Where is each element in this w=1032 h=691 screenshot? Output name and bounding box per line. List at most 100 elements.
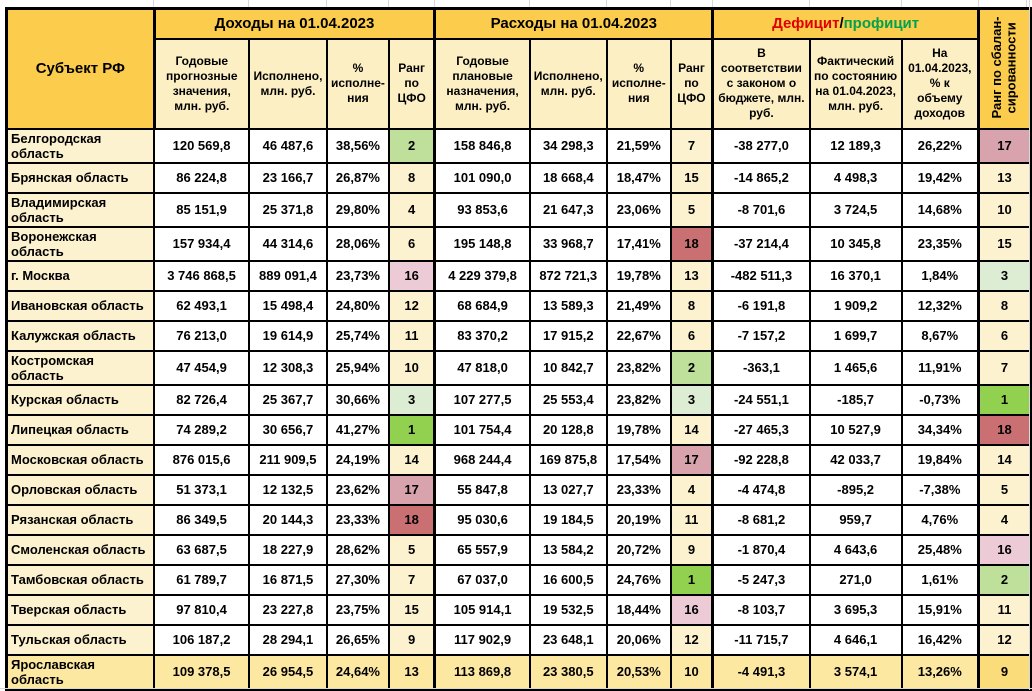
balance-rank-cell[interactable]: 4	[977, 503, 1032, 536]
deficit-by-law-cell[interactable]: -8 701,6	[711, 191, 811, 228]
deficit-actual-cell[interactable]: 4 646,1	[808, 623, 903, 656]
deficit-percent-of-income-cell[interactable]: 34,34%	[900, 413, 980, 446]
expense-annual-plan-cell[interactable]: 93 853,6	[433, 191, 531, 228]
deficit-percent-of-income-cell[interactable]: -7,38%	[900, 473, 980, 506]
income-executed-cell[interactable]: 26 954,5	[247, 653, 328, 690]
balance-rank-cell[interactable]: 5	[977, 473, 1032, 506]
expense-annual-plan-cell[interactable]: 107 277,5	[433, 383, 531, 416]
expense-rank-cell[interactable]: 18	[669, 225, 714, 262]
expense-annual-plan-cell[interactable]: 101 754,4	[433, 413, 531, 446]
expense-executed-cell[interactable]: 169 875,8	[528, 443, 608, 476]
deficit-by-law-cell[interactable]: -38 277,0	[711, 127, 811, 164]
income-rank-cell[interactable]: 10	[387, 349, 436, 386]
expense-rank-cell[interactable]: 1	[669, 563, 714, 596]
income-percent-cell[interactable]: 23,33%	[325, 503, 390, 536]
deficit-percent-of-income-cell[interactable]: 19,84%	[900, 443, 980, 476]
expense-executed-cell[interactable]: 13 589,3	[528, 289, 608, 322]
income-rank-cell[interactable]: 4	[387, 191, 436, 228]
expense-percent-cell[interactable]: 20,06%	[605, 623, 672, 656]
income-rank-cell[interactable]: 14	[387, 443, 436, 476]
region-name-cell[interactable]: Тульская область	[5, 623, 156, 656]
deficit-percent-of-income-cell[interactable]: 1,84%	[900, 259, 980, 292]
deficit-by-law-cell[interactable]: -7 157,2	[711, 319, 811, 352]
deficit-percent-of-income-cell[interactable]: 25,48%	[900, 533, 980, 566]
income-rank-cell[interactable]: 15	[387, 593, 436, 626]
income-executed-cell[interactable]: 44 314,6	[247, 225, 328, 262]
income-annual-forecast-cell[interactable]: 82 726,4	[153, 383, 250, 416]
expense-percent-cell[interactable]: 22,67%	[605, 319, 672, 352]
region-name-cell[interactable]: Липецкая область	[5, 413, 156, 446]
deficit-percent-of-income-cell[interactable]: 19,42%	[900, 161, 980, 194]
income-percent-cell[interactable]: 38,56%	[325, 127, 390, 164]
expense-rank-cell[interactable]: 5	[669, 191, 714, 228]
expense-executed-cell[interactable]: 34 298,3	[528, 127, 608, 164]
expense-executed-cell[interactable]: 19 184,5	[528, 503, 608, 536]
expense-rank-cell[interactable]: 11	[669, 503, 714, 536]
expense-rank-cell[interactable]: 10	[669, 653, 714, 690]
income-rank-cell[interactable]: 17	[387, 473, 436, 506]
income-rank-cell[interactable]: 7	[387, 563, 436, 596]
expense-rank-cell[interactable]: 9	[669, 533, 714, 566]
income-percent-cell[interactable]: 25,74%	[325, 319, 390, 352]
expense-annual-plan-cell[interactable]: 158 846,8	[433, 127, 531, 164]
income-executed-cell[interactable]: 12 308,3	[247, 349, 328, 386]
deficit-by-law-cell[interactable]: -4 491,3	[711, 653, 811, 690]
deficit-percent-of-income-cell[interactable]: 13,26%	[900, 653, 980, 690]
income-percent-cell[interactable]: 28,06%	[325, 225, 390, 262]
deficit-actual-cell[interactable]: 4 643,6	[808, 533, 903, 566]
expense-rank-cell[interactable]: 14	[669, 413, 714, 446]
deficit-actual-cell[interactable]: 1 465,6	[808, 349, 903, 386]
deficit-actual-cell[interactable]: 959,7	[808, 503, 903, 536]
expense-executed-cell[interactable]: 33 968,7	[528, 225, 608, 262]
deficit-by-law-cell[interactable]: -482 511,3	[711, 259, 811, 292]
income-executed-cell[interactable]: 23 227,8	[247, 593, 328, 626]
income-executed-cell[interactable]: 30 656,7	[247, 413, 328, 446]
expense-annual-plan-cell[interactable]: 117 902,9	[433, 623, 531, 656]
deficit-by-law-cell[interactable]: -1 870,4	[711, 533, 811, 566]
region-name-cell[interactable]: Костромская область	[5, 349, 156, 386]
region-name-cell[interactable]: Курская область	[5, 383, 156, 416]
expense-executed-cell[interactable]: 16 600,5	[528, 563, 608, 596]
expense-percent-cell[interactable]: 19,78%	[605, 259, 672, 292]
deficit-by-law-cell[interactable]: -37 214,4	[711, 225, 811, 262]
balance-rank-cell[interactable]: 12	[977, 623, 1032, 656]
expense-rank-cell[interactable]: 8	[669, 289, 714, 322]
deficit-percent-of-income-cell[interactable]: 26,22%	[900, 127, 980, 164]
expense-percent-cell[interactable]: 24,76%	[605, 563, 672, 596]
expense-rank-cell[interactable]: 12	[669, 623, 714, 656]
deficit-percent-of-income-cell[interactable]: 1,61%	[900, 563, 980, 596]
deficit-by-law-cell[interactable]: -8 681,2	[711, 503, 811, 536]
region-name-cell[interactable]: Воронежская область	[5, 225, 156, 262]
deficit-by-law-cell[interactable]: -6 191,8	[711, 289, 811, 322]
deficit-by-law-cell[interactable]: -11 715,7	[711, 623, 811, 656]
income-executed-cell[interactable]: 20 144,3	[247, 503, 328, 536]
income-annual-forecast-cell[interactable]: 74 289,2	[153, 413, 250, 446]
region-name-cell[interactable]: Владимирская область	[5, 191, 156, 228]
income-executed-cell[interactable]: 211 909,5	[247, 443, 328, 476]
deficit-percent-of-income-cell[interactable]: 15,91%	[900, 593, 980, 626]
expense-executed-cell[interactable]: 10 842,7	[528, 349, 608, 386]
income-annual-forecast-cell[interactable]: 109 378,5	[153, 653, 250, 690]
expense-percent-cell[interactable]: 21,59%	[605, 127, 672, 164]
expense-percent-cell[interactable]: 17,41%	[605, 225, 672, 262]
income-executed-cell[interactable]: 19 614,9	[247, 319, 328, 352]
balance-rank-cell[interactable]: 8	[977, 289, 1032, 322]
expense-percent-cell[interactable]: 23,06%	[605, 191, 672, 228]
expense-rank-cell[interactable]: 2	[669, 349, 714, 386]
balance-rank-cell[interactable]: 2	[977, 563, 1032, 596]
income-executed-cell[interactable]: 12 132,5	[247, 473, 328, 506]
balance-rank-cell[interactable]: 3	[977, 259, 1032, 292]
expense-rank-cell[interactable]: 17	[669, 443, 714, 476]
income-executed-cell[interactable]: 889 091,4	[247, 259, 328, 292]
region-name-cell[interactable]: г. Москва	[5, 259, 156, 292]
income-percent-cell[interactable]: 23,73%	[325, 259, 390, 292]
deficit-percent-of-income-cell[interactable]: 16,42%	[900, 623, 980, 656]
deficit-percent-of-income-cell[interactable]: 14,68%	[900, 191, 980, 228]
balance-rank-cell[interactable]: 9	[977, 653, 1032, 690]
balance-rank-cell[interactable]: 11	[977, 593, 1032, 626]
expense-annual-plan-cell[interactable]: 67 037,0	[433, 563, 531, 596]
expense-percent-cell[interactable]: 17,54%	[605, 443, 672, 476]
expense-annual-plan-cell[interactable]: 65 557,9	[433, 533, 531, 566]
income-percent-cell[interactable]: 23,62%	[325, 473, 390, 506]
deficit-by-law-cell[interactable]: -14 865,2	[711, 161, 811, 194]
